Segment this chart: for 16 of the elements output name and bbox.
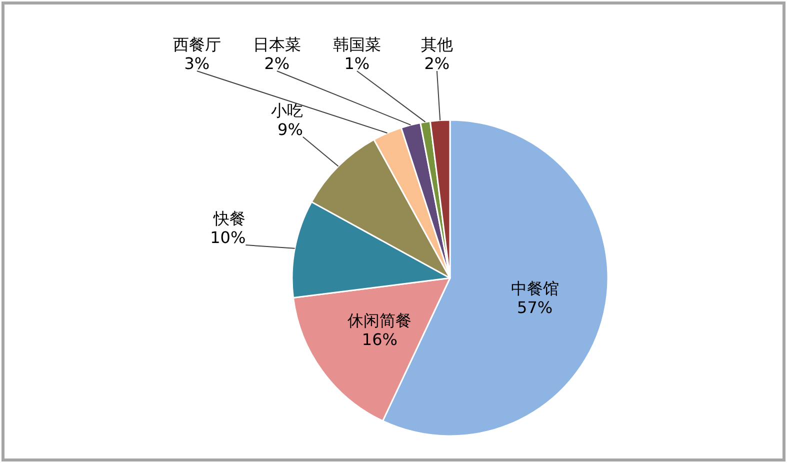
slice-label: 快餐 bbox=[212, 209, 246, 228]
slice-label: 日本菜 bbox=[252, 35, 301, 54]
slice-label: 西餐厅 bbox=[172, 35, 221, 54]
data-label: 3% bbox=[184, 54, 210, 73]
data-label: 9% bbox=[278, 120, 303, 139]
slice-label: 小吃 bbox=[270, 100, 303, 120]
slice-label: 休闲简餐 bbox=[348, 311, 412, 330]
data-label: 2% bbox=[264, 54, 290, 73]
data-label: 10% bbox=[210, 228, 246, 248]
data-label: 16% bbox=[362, 330, 398, 350]
slice-label: 其他 bbox=[420, 35, 453, 54]
data-label: 57% bbox=[517, 298, 553, 317]
slice-label: 中餐馆 bbox=[510, 278, 559, 298]
data-label: 2% bbox=[424, 54, 450, 73]
data-label: 1% bbox=[344, 54, 370, 73]
slice-label: 韩国菜 bbox=[332, 35, 381, 54]
